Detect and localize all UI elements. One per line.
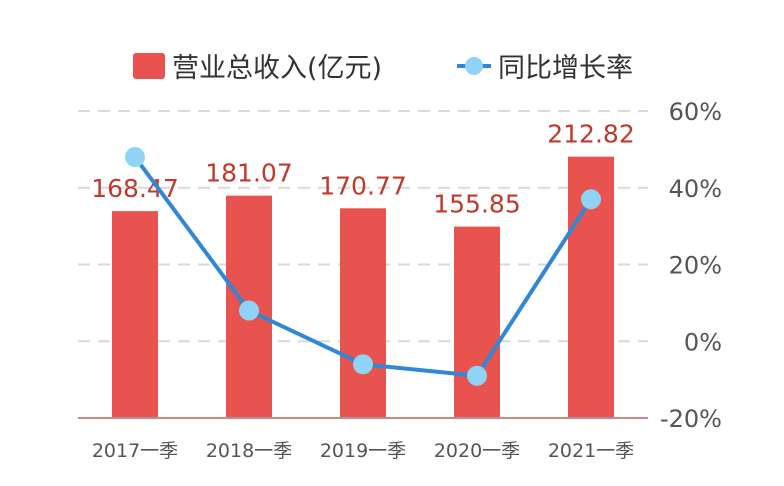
bar — [112, 211, 158, 418]
line-point — [353, 354, 373, 375]
right-axis-tick-label: 0% — [684, 328, 722, 356]
x-axis-tick-label: 2018一季 — [206, 440, 292, 462]
bar-data-label: 181.07 — [205, 159, 292, 188]
right-axis-tick-label: -20% — [660, 405, 722, 433]
x-axis-tick-label: 2020一季 — [434, 440, 520, 462]
right-axis-ticks: 60% 40% 20% 0% -20% — [660, 98, 722, 433]
line-point — [581, 189, 601, 210]
bar-data-label: 212.82 — [547, 120, 634, 149]
bar — [454, 226, 500, 418]
line-point — [239, 300, 259, 321]
bar-data-label: 170.77 — [319, 171, 406, 200]
line-point — [125, 147, 145, 168]
legend-bar-swatch — [133, 53, 165, 79]
x-axis-tick-label: 2017一季 — [92, 440, 178, 462]
x-axis-ticks: 2017一季 2018一季 2019一季 2020一季 2021一季 — [92, 440, 634, 462]
x-axis-tick-label: 2019一季 — [320, 440, 406, 462]
legend-bar-label: 营业总收入(亿元) — [172, 53, 382, 84]
bar-series — [112, 156, 614, 418]
right-axis-tick-label: 60% — [669, 98, 722, 126]
legend: 营业总收入(亿元) 同比增长率 — [133, 53, 633, 84]
line-point — [467, 365, 487, 386]
legend-line-label: 同比增长率 — [498, 53, 633, 84]
legend-line-marker — [465, 57, 483, 75]
x-axis-tick-label: 2021一季 — [548, 440, 634, 462]
right-axis-tick-label: 40% — [669, 175, 722, 203]
bar — [340, 208, 386, 418]
right-axis-tick-label: 20% — [669, 252, 722, 280]
line-series — [125, 147, 601, 386]
bar-data-label: 155.85 — [433, 190, 520, 219]
